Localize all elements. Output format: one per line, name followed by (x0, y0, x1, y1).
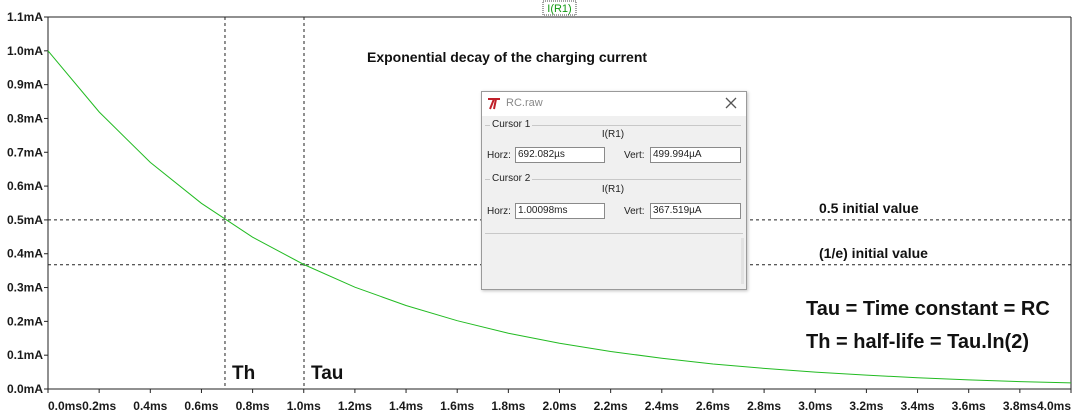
x-tick-label: 1.6ms (440, 399, 474, 413)
dialog-title: RC.raw (506, 97, 543, 109)
cursor-dialog[interactable]: RC.raw Cursor 1 I(R1) Horz: 692.082µs Ve… (481, 91, 747, 290)
cursor1-label: Cursor 1 (490, 119, 533, 130)
y-tick-label: 0.2mA (7, 314, 43, 328)
plot-title: Exponential decay of the charging curren… (367, 49, 647, 65)
cursor2-vert-field[interactable]: 367.519µA (650, 203, 741, 219)
half-value-label: 0.5 initial value (819, 200, 919, 216)
x-tick-label: 3.4ms (901, 399, 935, 413)
cursor1-group: Cursor 1 I(R1) Horz: 692.082µs Vert: 499… (485, 119, 741, 172)
cursor2-trace-name: I(R1) (601, 184, 625, 195)
cursor2-horz-field[interactable]: 1.00098ms (515, 203, 605, 219)
y-tick-label: 1.0mA (7, 44, 43, 58)
dialog-titlebar[interactable]: RC.raw (482, 92, 746, 116)
x-tick-label: 2.2ms (594, 399, 628, 413)
cursor1-vert-label: Vert: (624, 150, 645, 161)
x-tick-label: 3.0ms (798, 399, 832, 413)
series-line-i-r1 (47, 50, 1072, 384)
x-tick-label: 4.0ms (1037, 399, 1071, 413)
x-tick-label: 2.8ms (747, 399, 781, 413)
inv-e-value-label: (1/e) initial value (819, 245, 928, 261)
dialog-empty-area (485, 233, 743, 286)
x-tick-label: 0.0ms (48, 399, 82, 413)
x-tick-label: 2.0ms (542, 399, 576, 413)
x-tick-label: 3.6ms (952, 399, 986, 413)
close-icon[interactable] (722, 94, 740, 112)
x-tick-label: 0.8ms (236, 399, 270, 413)
y-axis-ticks: 0.0mA 0.1mA 0.2mA 0.3mA 0.4mA 0.5mA 0.6mA 0.7mA… (7, 10, 48, 396)
x-tick-label: 1.2ms (338, 399, 372, 413)
cursor2-vert-label: Vert: (624, 206, 645, 217)
cursor1-vert-field[interactable]: 499.994µA (650, 147, 741, 163)
series-group (47, 50, 1072, 384)
y-tick-label: 0.9mA (7, 78, 43, 92)
x-tick-label: 0.4ms (133, 399, 167, 413)
y-tick-label: 0.6mA (7, 179, 43, 193)
trace-label[interactable]: I(R1) (547, 3, 571, 15)
x-tick-label: 1.4ms (389, 399, 423, 413)
x-tick-label: 3.2ms (849, 399, 883, 413)
x-tick-label: 2.4ms (645, 399, 679, 413)
tau-definition: Tau = Time constant = RC (806, 298, 1050, 320)
x-tick-label: 0.6ms (184, 399, 218, 413)
cursor2-label: Cursor 2 (490, 173, 533, 184)
y-tick-label: 0.0mA (7, 382, 43, 396)
y-tick-label: 1.1mA (7, 10, 43, 24)
tau-label: Tau (311, 363, 343, 384)
x-tick-label: 2.6ms (696, 399, 730, 413)
cursor1-horz-label: Horz: (487, 150, 511, 161)
half-life-definition: Th = half-life = Tau.ln(2) (806, 331, 1029, 353)
y-tick-label: 0.4mA (7, 247, 43, 261)
x-tick-label: 0.2ms (82, 399, 116, 413)
y-tick-label: 0.3mA (7, 281, 43, 295)
y-tick-label: 0.8mA (7, 111, 43, 125)
x-tick-label: 3.8ms (1003, 399, 1037, 413)
y-tick-label: 0.5mA (7, 213, 43, 227)
cursor2-horz-label: Horz: (487, 206, 511, 217)
trace-label-box[interactable] (542, 0, 577, 16)
ltspice-logo-icon (488, 98, 500, 110)
cursor1-horz-field[interactable]: 692.082µs (515, 147, 605, 163)
y-tick-label: 0.7mA (7, 145, 43, 159)
dialog-scrollbar[interactable] (741, 238, 744, 284)
cursor1-trace-name: I(R1) (601, 129, 625, 140)
cursor2-group: Cursor 2 I(R1) Horz: 1.00098ms Vert: 367… (485, 173, 741, 228)
x-tick-label: 1.0ms (287, 399, 321, 413)
x-tick-label: 1.8ms (491, 399, 525, 413)
x-axis-ticks: 0.0ms 0.2ms 0.4ms 0.6ms 0.8ms 1.0ms 1.2ms 1.4ms… (47, 389, 1072, 413)
th-label: Th (232, 363, 255, 384)
y-tick-label: 0.1mA (7, 348, 43, 362)
